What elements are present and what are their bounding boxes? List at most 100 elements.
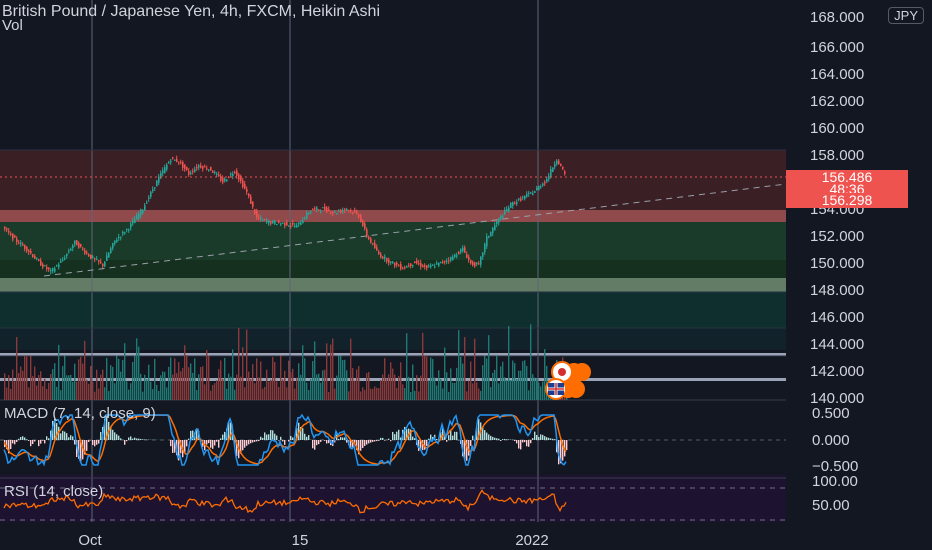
candle-body (448, 260, 450, 262)
candle-body (52, 268, 54, 272)
volume-bar (456, 367, 458, 400)
macd-histogram-bar (296, 428, 298, 440)
macd-histogram-bar (24, 437, 26, 440)
macd-histogram-bar (430, 434, 432, 440)
volume-bar (88, 383, 90, 400)
candle-body (120, 236, 122, 238)
candle-body (470, 259, 472, 264)
macd-histogram-bar (272, 430, 274, 440)
macd-histogram-bar (218, 440, 220, 448)
candle-body (530, 192, 532, 194)
volume-bar (90, 365, 92, 400)
candle-body (398, 265, 400, 267)
candle-body (180, 162, 182, 164)
candle-body (406, 266, 408, 268)
currency-badge[interactable]: JPY (888, 7, 924, 24)
candle-body (542, 183, 544, 186)
volume-bar (264, 386, 266, 400)
macd-histogram-bar (392, 431, 394, 440)
macd-histogram-bar (22, 436, 24, 440)
volume-bar (142, 391, 144, 400)
candle-body (136, 214, 138, 220)
candle-body (304, 218, 306, 220)
macd-histogram-bar (278, 440, 280, 441)
macd-histogram-bar (224, 431, 226, 440)
volume-bar (518, 370, 520, 400)
macd-label[interactable]: MACD (7, 14, close, 9) (4, 405, 156, 422)
macd-histogram-bar (112, 429, 114, 440)
macd-histogram-bar (356, 440, 358, 450)
macd-histogram-bar (264, 432, 266, 440)
macd-histogram-bar (520, 440, 522, 450)
macd-histogram-bar (312, 440, 314, 449)
candle-body (14, 235, 16, 238)
volume-bar (358, 366, 360, 400)
zone-band (0, 150, 786, 210)
macd-histogram-bar (208, 440, 210, 444)
volume-bar (284, 370, 286, 400)
volume-bar (500, 366, 502, 400)
volume-bar (380, 380, 382, 400)
volume-bar (156, 384, 158, 400)
macd-histogram-bar (482, 426, 484, 440)
macd-histogram-bar (82, 440, 84, 460)
volume-bar (298, 363, 300, 400)
candle-body (352, 212, 354, 214)
volume-bar (294, 388, 296, 400)
macd-histogram-bar (446, 440, 448, 442)
rsi-label[interactable]: RSI (14, close) (4, 483, 104, 500)
zone-band (0, 222, 786, 260)
candle-body (172, 157, 174, 159)
candle-body (324, 206, 326, 210)
volume-bar (208, 355, 210, 400)
candle-body (408, 265, 410, 267)
zone-band (0, 278, 786, 292)
volume-bar (230, 376, 232, 400)
volume-bar (476, 382, 478, 400)
candle-body (388, 259, 390, 263)
volume-bar (130, 383, 132, 400)
volume-bar (482, 365, 484, 400)
volume-bar (424, 355, 426, 400)
candle-body (478, 263, 480, 265)
candle-body (78, 242, 80, 248)
macd-histogram-bar (246, 440, 248, 446)
volume-bar (202, 366, 204, 400)
macd-histogram-bar (498, 438, 500, 440)
candle-body (202, 166, 204, 169)
candle-body (138, 213, 140, 219)
candle-body (134, 219, 136, 224)
macd-histogram-bar (450, 430, 452, 440)
volume-bar (66, 375, 68, 400)
volume-bar (126, 381, 128, 400)
candle-body (422, 265, 424, 268)
macd-histogram-bar (38, 440, 40, 447)
volume-bar (84, 340, 86, 400)
volume-bar (290, 371, 292, 400)
volume-bar (532, 374, 534, 400)
zone-band (0, 475, 786, 522)
candle-body (554, 164, 556, 168)
candle-body (176, 158, 178, 162)
candle-body (150, 191, 152, 197)
volume-bar (164, 371, 166, 400)
macd-histogram-bar (344, 437, 346, 440)
macd-histogram-bar (228, 421, 230, 440)
candle-body (56, 265, 58, 267)
volume-bar (22, 370, 24, 400)
volume-bar (234, 389, 236, 400)
volume-bar (278, 386, 280, 400)
volume-bar (222, 378, 224, 400)
volume-bar (510, 380, 512, 400)
volume-bar (440, 378, 442, 400)
candle-body (560, 163, 562, 166)
candle-body (338, 211, 340, 213)
volume-bar (314, 341, 316, 400)
candle-body (38, 259, 40, 261)
macd-histogram-bar (546, 437, 548, 440)
volume-bar (318, 373, 320, 400)
volume-bar (254, 383, 256, 400)
candle-body (314, 208, 316, 210)
candle-body (274, 221, 276, 224)
